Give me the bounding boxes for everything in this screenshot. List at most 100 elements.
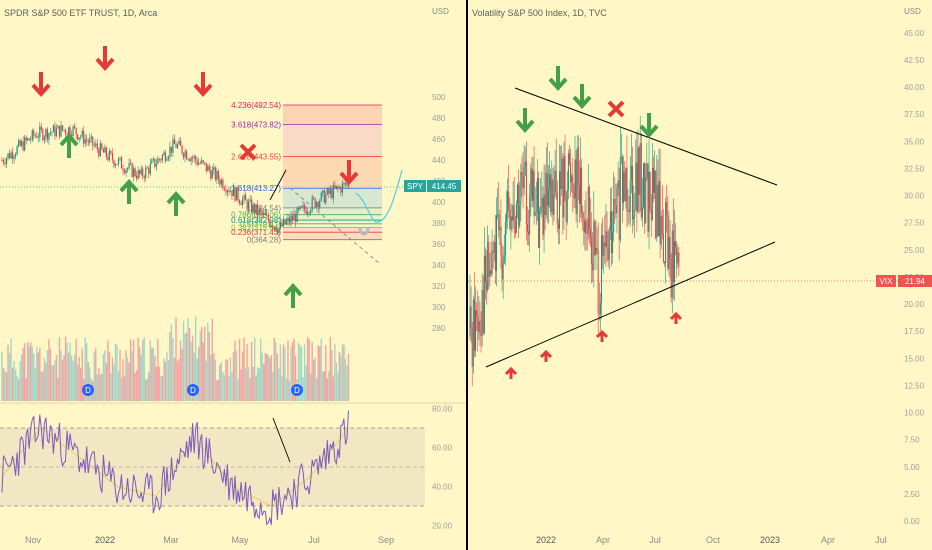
- vix-candle-body: [612, 231, 614, 254]
- spy-candle-body: [116, 164, 118, 165]
- volume-bar: [19, 361, 21, 401]
- volume-bar: [299, 344, 301, 401]
- spy-candle-body: [179, 140, 182, 146]
- vix-candle-body: [643, 163, 645, 208]
- spy-candle-body: [107, 156, 109, 161]
- spy-candle-body: [166, 159, 168, 161]
- spy-panel[interactable]: SPDR S&P 500 ETF TRUST, 1D, Arca USD 500…: [0, 7, 466, 545]
- spy-badge-value: 414.45: [432, 182, 457, 191]
- spy-candle-body: [83, 130, 85, 144]
- spy-candle-body: [326, 188, 328, 195]
- volume-bar: [23, 343, 26, 401]
- vix-candle-body: [556, 192, 558, 224]
- vix-candle-body: [605, 231, 607, 247]
- volume-bar: [340, 355, 342, 401]
- spy-candle-body: [113, 160, 115, 166]
- arrow-head: [193, 83, 213, 98]
- volume-bar: [197, 347, 200, 401]
- volume-bar: [237, 379, 239, 401]
- volume-bar: [338, 352, 341, 401]
- spy-candle-body: [148, 168, 150, 174]
- spy-candle-body: [18, 140, 20, 147]
- spy-candle-body: [243, 195, 245, 200]
- vix-candles: [469, 115, 680, 387]
- vix-candle-body: [510, 216, 512, 230]
- spy-candle-body: [49, 132, 52, 134]
- vix-candle-body: [497, 214, 499, 216]
- volume-bar: [228, 376, 230, 401]
- vix-candle-body: [494, 242, 496, 271]
- vix-candle-body: [652, 167, 654, 193]
- volume-bar: [187, 318, 189, 401]
- volume-bar: [93, 352, 95, 401]
- spy-candle-body: [222, 179, 224, 189]
- volume-bar: [173, 357, 176, 401]
- volume-bar: [120, 377, 123, 401]
- volume-bar: [126, 357, 129, 401]
- volume-bar: [73, 354, 76, 401]
- vix-title: Volatility S&P 500 Index, 1D, TVC: [472, 8, 607, 18]
- vix-candle-body: [677, 252, 679, 264]
- arrow-down-icon: [31, 72, 51, 98]
- vix-candle-body: [597, 250, 599, 314]
- volume-bar: [157, 338, 159, 401]
- arrow-up-icon: [166, 190, 186, 216]
- volume-bar: [205, 360, 207, 401]
- vix-candle-body: [671, 230, 673, 298]
- spy-y-tick: 380: [432, 219, 446, 228]
- volume-bar: [213, 353, 215, 401]
- volume-bar: [114, 343, 117, 401]
- volume-bar: [266, 353, 268, 401]
- vix-candle-body: [473, 299, 475, 351]
- spy-candle-body: [63, 129, 65, 131]
- vix-x-tick: Jul: [649, 535, 661, 545]
- spy-candle-body: [323, 190, 325, 203]
- spy-arrows: [31, 46, 359, 308]
- volume-bar: [273, 337, 276, 401]
- vix-candle-body: [610, 211, 612, 254]
- vix-candle-body: [655, 170, 657, 239]
- cross-stroke: [607, 100, 625, 118]
- spy-candle-body: [308, 212, 310, 214]
- vix-badge-value: 21.94: [905, 277, 926, 286]
- vix-candle-body: [490, 270, 492, 274]
- volume-bar: [244, 368, 247, 401]
- fib-zone: [283, 232, 382, 240]
- volume-bar: [312, 359, 315, 401]
- vix-candle-body: [675, 241, 677, 248]
- spy-title: SPDR S&P 500 ETF TRUST, 1D, Arca: [4, 8, 157, 18]
- spy-candle-body: [281, 222, 283, 227]
- spy-candle-body: [282, 219, 285, 227]
- vix-candle-body: [670, 258, 672, 298]
- volume-bar: [146, 378, 148, 401]
- vix-candle-body: [511, 216, 513, 221]
- vix-candle-body: [583, 217, 585, 233]
- spy-candle-body: [61, 125, 64, 131]
- spy-candle-body: [130, 163, 132, 165]
- spy-candle-body: [86, 139, 88, 141]
- spy-volume: [1, 316, 350, 401]
- spy-candle-body: [210, 170, 212, 179]
- spy-candle-body: [207, 165, 209, 172]
- volume-bar: [240, 369, 242, 401]
- volume-bar: [22, 347, 24, 401]
- volume-bar: [128, 362, 130, 401]
- volume-bar: [214, 359, 217, 401]
- vix-panel[interactable]: Volatility S&P 500 Index, 1D, TVC USD 45…: [468, 7, 932, 545]
- volume-bar: [81, 348, 83, 401]
- vix-candle-body: [573, 192, 575, 199]
- vix-candle-body: [475, 310, 477, 351]
- fib-zone: [283, 156, 382, 189]
- vix-candle-body: [565, 198, 567, 222]
- volume-bar: [250, 341, 253, 401]
- spy-candle-body: [10, 152, 12, 159]
- arrow-head: [595, 329, 609, 339]
- vix-candle-body: [648, 171, 650, 232]
- volume-bar: [163, 358, 165, 401]
- arrow-head: [669, 311, 683, 321]
- vix-candle-body: [501, 255, 503, 280]
- volume-bar: [328, 371, 330, 401]
- volume-bar: [132, 339, 135, 401]
- spy-candle-body: [78, 137, 80, 140]
